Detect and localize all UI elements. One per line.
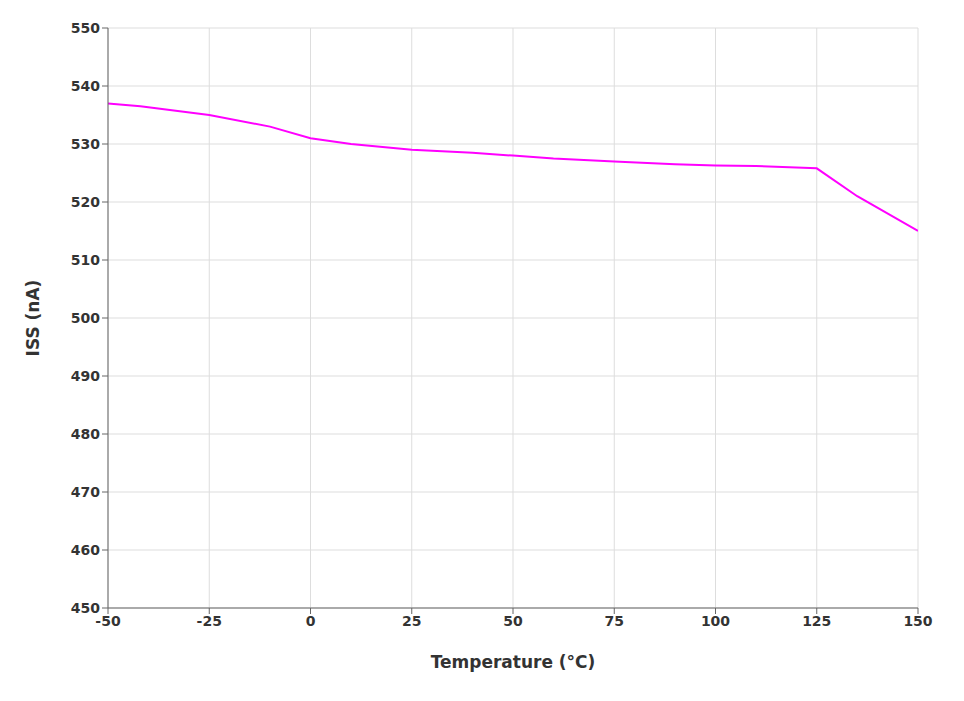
svg-text:530: 530 [71, 136, 100, 152]
svg-text:510: 510 [71, 252, 100, 268]
svg-text:470: 470 [71, 484, 100, 500]
svg-text:550: 550 [71, 20, 100, 36]
svg-text:0: 0 [306, 613, 316, 629]
svg-text:490: 490 [71, 368, 100, 384]
svg-text:450: 450 [71, 600, 100, 616]
svg-text:75: 75 [605, 613, 624, 629]
svg-text:25: 25 [402, 613, 421, 629]
svg-text:Temperature (°C): Temperature (°C) [431, 652, 596, 672]
svg-text:150: 150 [903, 613, 932, 629]
svg-text:460: 460 [71, 542, 100, 558]
svg-text:540: 540 [71, 78, 100, 94]
svg-text:ISS (nA): ISS (nA) [23, 280, 43, 357]
svg-text:480: 480 [71, 426, 100, 442]
svg-text:-50: -50 [95, 612, 121, 629]
svg-text:500: 500 [71, 310, 100, 326]
svg-text:100: 100 [701, 613, 730, 629]
svg-text:-25: -25 [197, 613, 222, 629]
svg-text:125: 125 [802, 613, 831, 629]
svg-text:50: 50 [503, 613, 523, 629]
svg-text:520: 520 [71, 194, 100, 210]
